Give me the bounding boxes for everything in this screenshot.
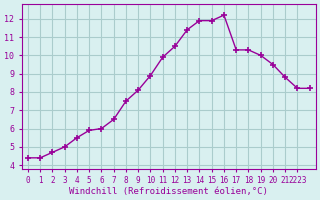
X-axis label: Windchill (Refroidissement éolien,°C): Windchill (Refroidissement éolien,°C) — [69, 187, 268, 196]
